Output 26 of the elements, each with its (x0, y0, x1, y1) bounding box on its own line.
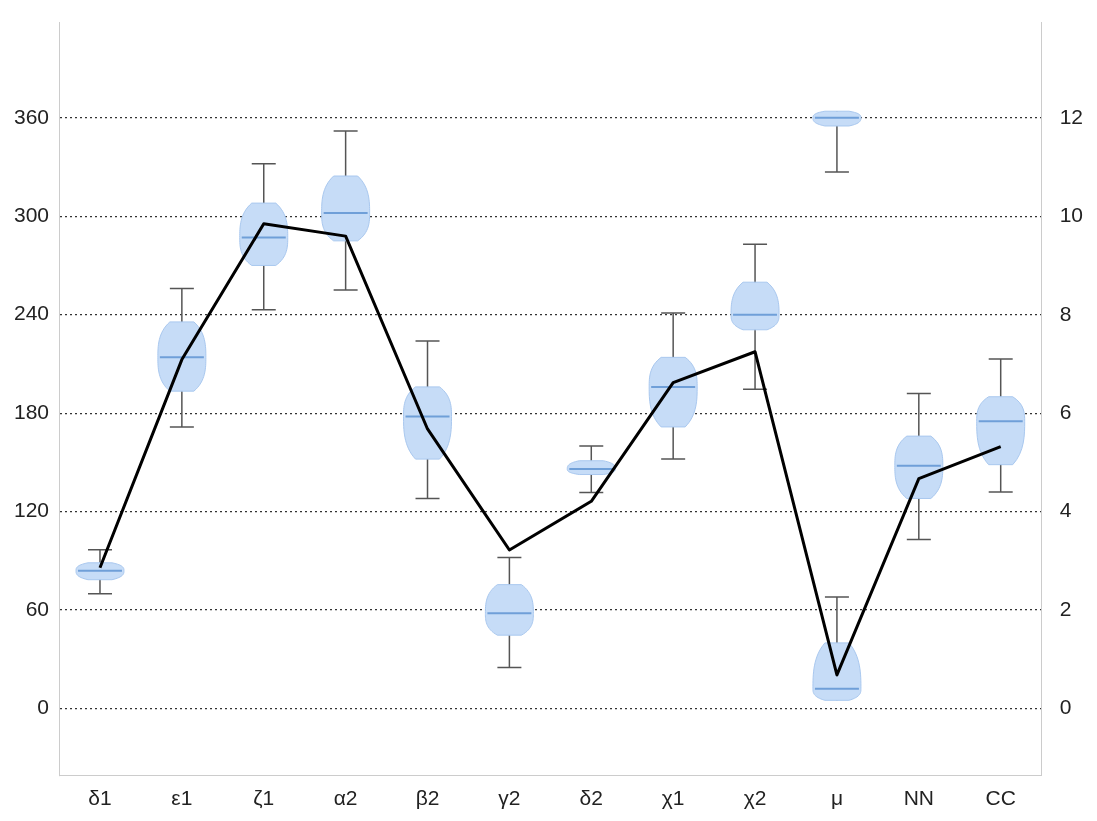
x-tick-label: NN (903, 786, 934, 810)
y2-tick-label: 8 (1059, 301, 1072, 325)
y-tick-label: 300 (13, 203, 50, 227)
y2-tick-label: 2 (1059, 596, 1072, 620)
x-tick-label: CC (985, 786, 1016, 810)
y2-tick-label: 4 (1059, 498, 1072, 522)
y2-tick-label: 6 (1059, 400, 1072, 424)
y-tick-label: 0 (37, 695, 50, 719)
y-tick-label: 120 (13, 498, 50, 522)
y-tick-label: 60 (25, 596, 50, 620)
x-tick-label: χ1 (661, 786, 685, 810)
x-tick-label: δ2 (579, 786, 603, 810)
y-tick-label: 360 (13, 104, 50, 128)
x-tick-label: ζ1 (253, 786, 275, 810)
y2-tick-label: 12 (1059, 104, 1083, 128)
x-tick-label: ε1 (171, 786, 193, 810)
x-tick-label: μ (830, 786, 843, 810)
x-tick-label: γ2 (498, 786, 521, 810)
x-tick-label: α2 (333, 786, 358, 810)
y2-tick-label: 10 (1059, 203, 1083, 227)
y-tick-label: 180 (13, 399, 50, 423)
y-tick-label: 240 (13, 301, 50, 325)
x-tick-label: β2 (415, 786, 440, 810)
x-tick-label: δ1 (88, 786, 112, 810)
x-tick-label: χ2 (743, 786, 767, 810)
y2-tick-label: 0 (1059, 695, 1072, 719)
